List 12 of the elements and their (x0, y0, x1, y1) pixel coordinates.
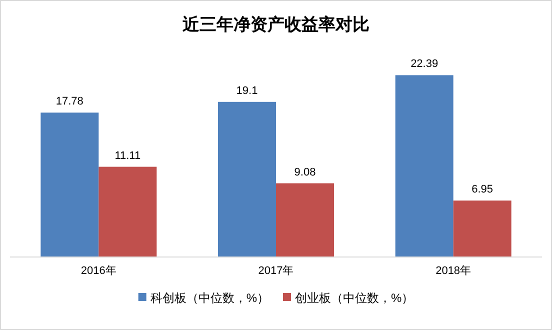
data-label: 11.11 (114, 150, 141, 162)
legend-label: 创业板（中位数，%） (295, 291, 414, 305)
legend-label: 科创板（中位数，%） (150, 291, 269, 305)
x-tick-label: 2018年 (436, 265, 472, 277)
x-tick-label: 2017年 (258, 265, 294, 277)
data-label: 9.08 (294, 166, 316, 178)
chart-title: 近三年净资产收益率对比 (182, 15, 370, 34)
data-label: 17.78 (56, 96, 84, 108)
x-tick-label: 2016年 (80, 265, 116, 277)
data-label: 19.1 (236, 84, 258, 97)
data-label: 22.39 (410, 58, 438, 70)
data-label: 6.95 (472, 184, 494, 196)
